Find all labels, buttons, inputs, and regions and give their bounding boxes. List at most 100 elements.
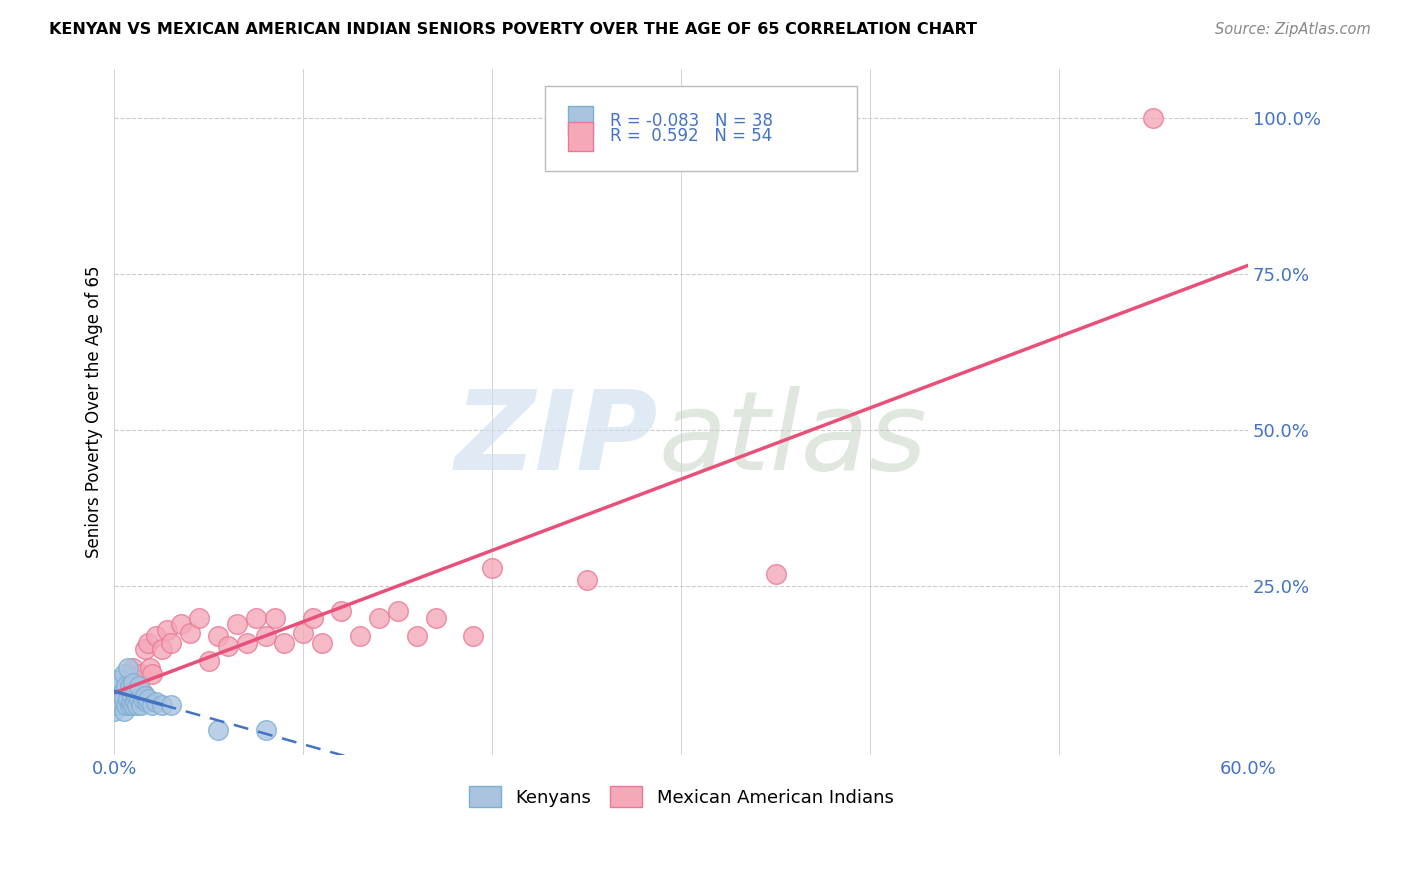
Point <box>103 685 125 699</box>
Point <box>125 689 148 703</box>
Point <box>254 629 277 643</box>
Y-axis label: Seniors Poverty Over the Age of 65: Seniors Poverty Over the Age of 65 <box>86 266 103 558</box>
Point <box>114 679 136 693</box>
FancyBboxPatch shape <box>568 122 593 151</box>
Point <box>124 695 146 709</box>
Point <box>117 660 139 674</box>
Text: ZIP: ZIP <box>456 385 658 492</box>
Point <box>273 635 295 649</box>
Point <box>134 689 156 703</box>
Point <box>226 616 249 631</box>
Point <box>179 626 201 640</box>
Point <box>118 679 141 693</box>
Point <box>311 635 333 649</box>
Point <box>111 673 134 687</box>
Point <box>150 641 173 656</box>
Point <box>1142 112 1164 126</box>
Point <box>301 610 323 624</box>
Point <box>103 698 125 712</box>
Point <box>160 635 183 649</box>
Point <box>122 698 145 712</box>
Point <box>198 654 221 668</box>
Text: R =  0.592   N = 54: R = 0.592 N = 54 <box>610 128 772 145</box>
Point <box>188 610 211 624</box>
Point <box>112 691 135 706</box>
Point <box>108 673 131 687</box>
Point <box>207 629 229 643</box>
Point <box>117 691 139 706</box>
Point <box>141 666 163 681</box>
Point <box>128 679 150 693</box>
Text: atlas: atlas <box>658 385 927 492</box>
Point <box>122 660 145 674</box>
Point <box>425 610 447 624</box>
Point <box>463 629 485 643</box>
Point <box>134 641 156 656</box>
Point <box>129 666 152 681</box>
Point <box>114 698 136 712</box>
Point <box>217 639 239 653</box>
Point <box>103 679 125 693</box>
Point <box>128 691 150 706</box>
Text: KENYAN VS MEXICAN AMERICAN INDIAN SENIORS POVERTY OVER THE AGE OF 65 CORRELATION: KENYAN VS MEXICAN AMERICAN INDIAN SENIOR… <box>49 22 977 37</box>
Point <box>118 666 141 681</box>
Point <box>145 629 167 643</box>
Point <box>387 604 409 618</box>
Point <box>125 698 148 712</box>
Point <box>120 695 142 709</box>
Point <box>112 691 135 706</box>
Point <box>254 723 277 737</box>
Text: Source: ZipAtlas.com: Source: ZipAtlas.com <box>1215 22 1371 37</box>
Point <box>330 604 353 618</box>
Point <box>367 610 389 624</box>
Point <box>122 691 145 706</box>
Point <box>245 610 267 624</box>
Point <box>111 685 134 699</box>
Point <box>118 695 141 709</box>
Point <box>108 691 131 706</box>
Point <box>112 704 135 718</box>
Point <box>141 698 163 712</box>
Point <box>135 695 157 709</box>
Point <box>114 676 136 690</box>
Point <box>160 698 183 712</box>
Point <box>145 695 167 709</box>
Point <box>124 685 146 699</box>
Point <box>120 685 142 699</box>
Point <box>120 685 142 699</box>
Point <box>138 635 160 649</box>
Point <box>108 685 131 699</box>
Point <box>103 673 125 687</box>
Point <box>103 704 125 718</box>
Point <box>111 698 134 712</box>
Point <box>405 629 427 643</box>
Point <box>112 666 135 681</box>
Point <box>114 698 136 712</box>
Legend: Kenyans, Mexican American Indians: Kenyans, Mexican American Indians <box>461 780 901 814</box>
Point <box>118 698 141 712</box>
FancyBboxPatch shape <box>546 86 856 171</box>
Point <box>107 698 129 712</box>
Point <box>292 626 315 640</box>
Point <box>169 616 191 631</box>
Point <box>575 573 598 587</box>
Point <box>129 698 152 712</box>
FancyBboxPatch shape <box>568 106 593 135</box>
Point <box>207 723 229 737</box>
Point <box>122 676 145 690</box>
Point <box>124 679 146 693</box>
Point <box>235 635 257 649</box>
Point <box>128 673 150 687</box>
Point <box>349 629 371 643</box>
Point <box>264 610 287 624</box>
Point <box>138 691 160 706</box>
Point <box>481 560 503 574</box>
Point <box>132 691 155 706</box>
Point <box>111 698 134 712</box>
Point <box>117 685 139 699</box>
Point <box>132 685 155 699</box>
Point <box>156 623 179 637</box>
Point <box>107 679 129 693</box>
Point <box>765 566 787 581</box>
Point <box>150 698 173 712</box>
